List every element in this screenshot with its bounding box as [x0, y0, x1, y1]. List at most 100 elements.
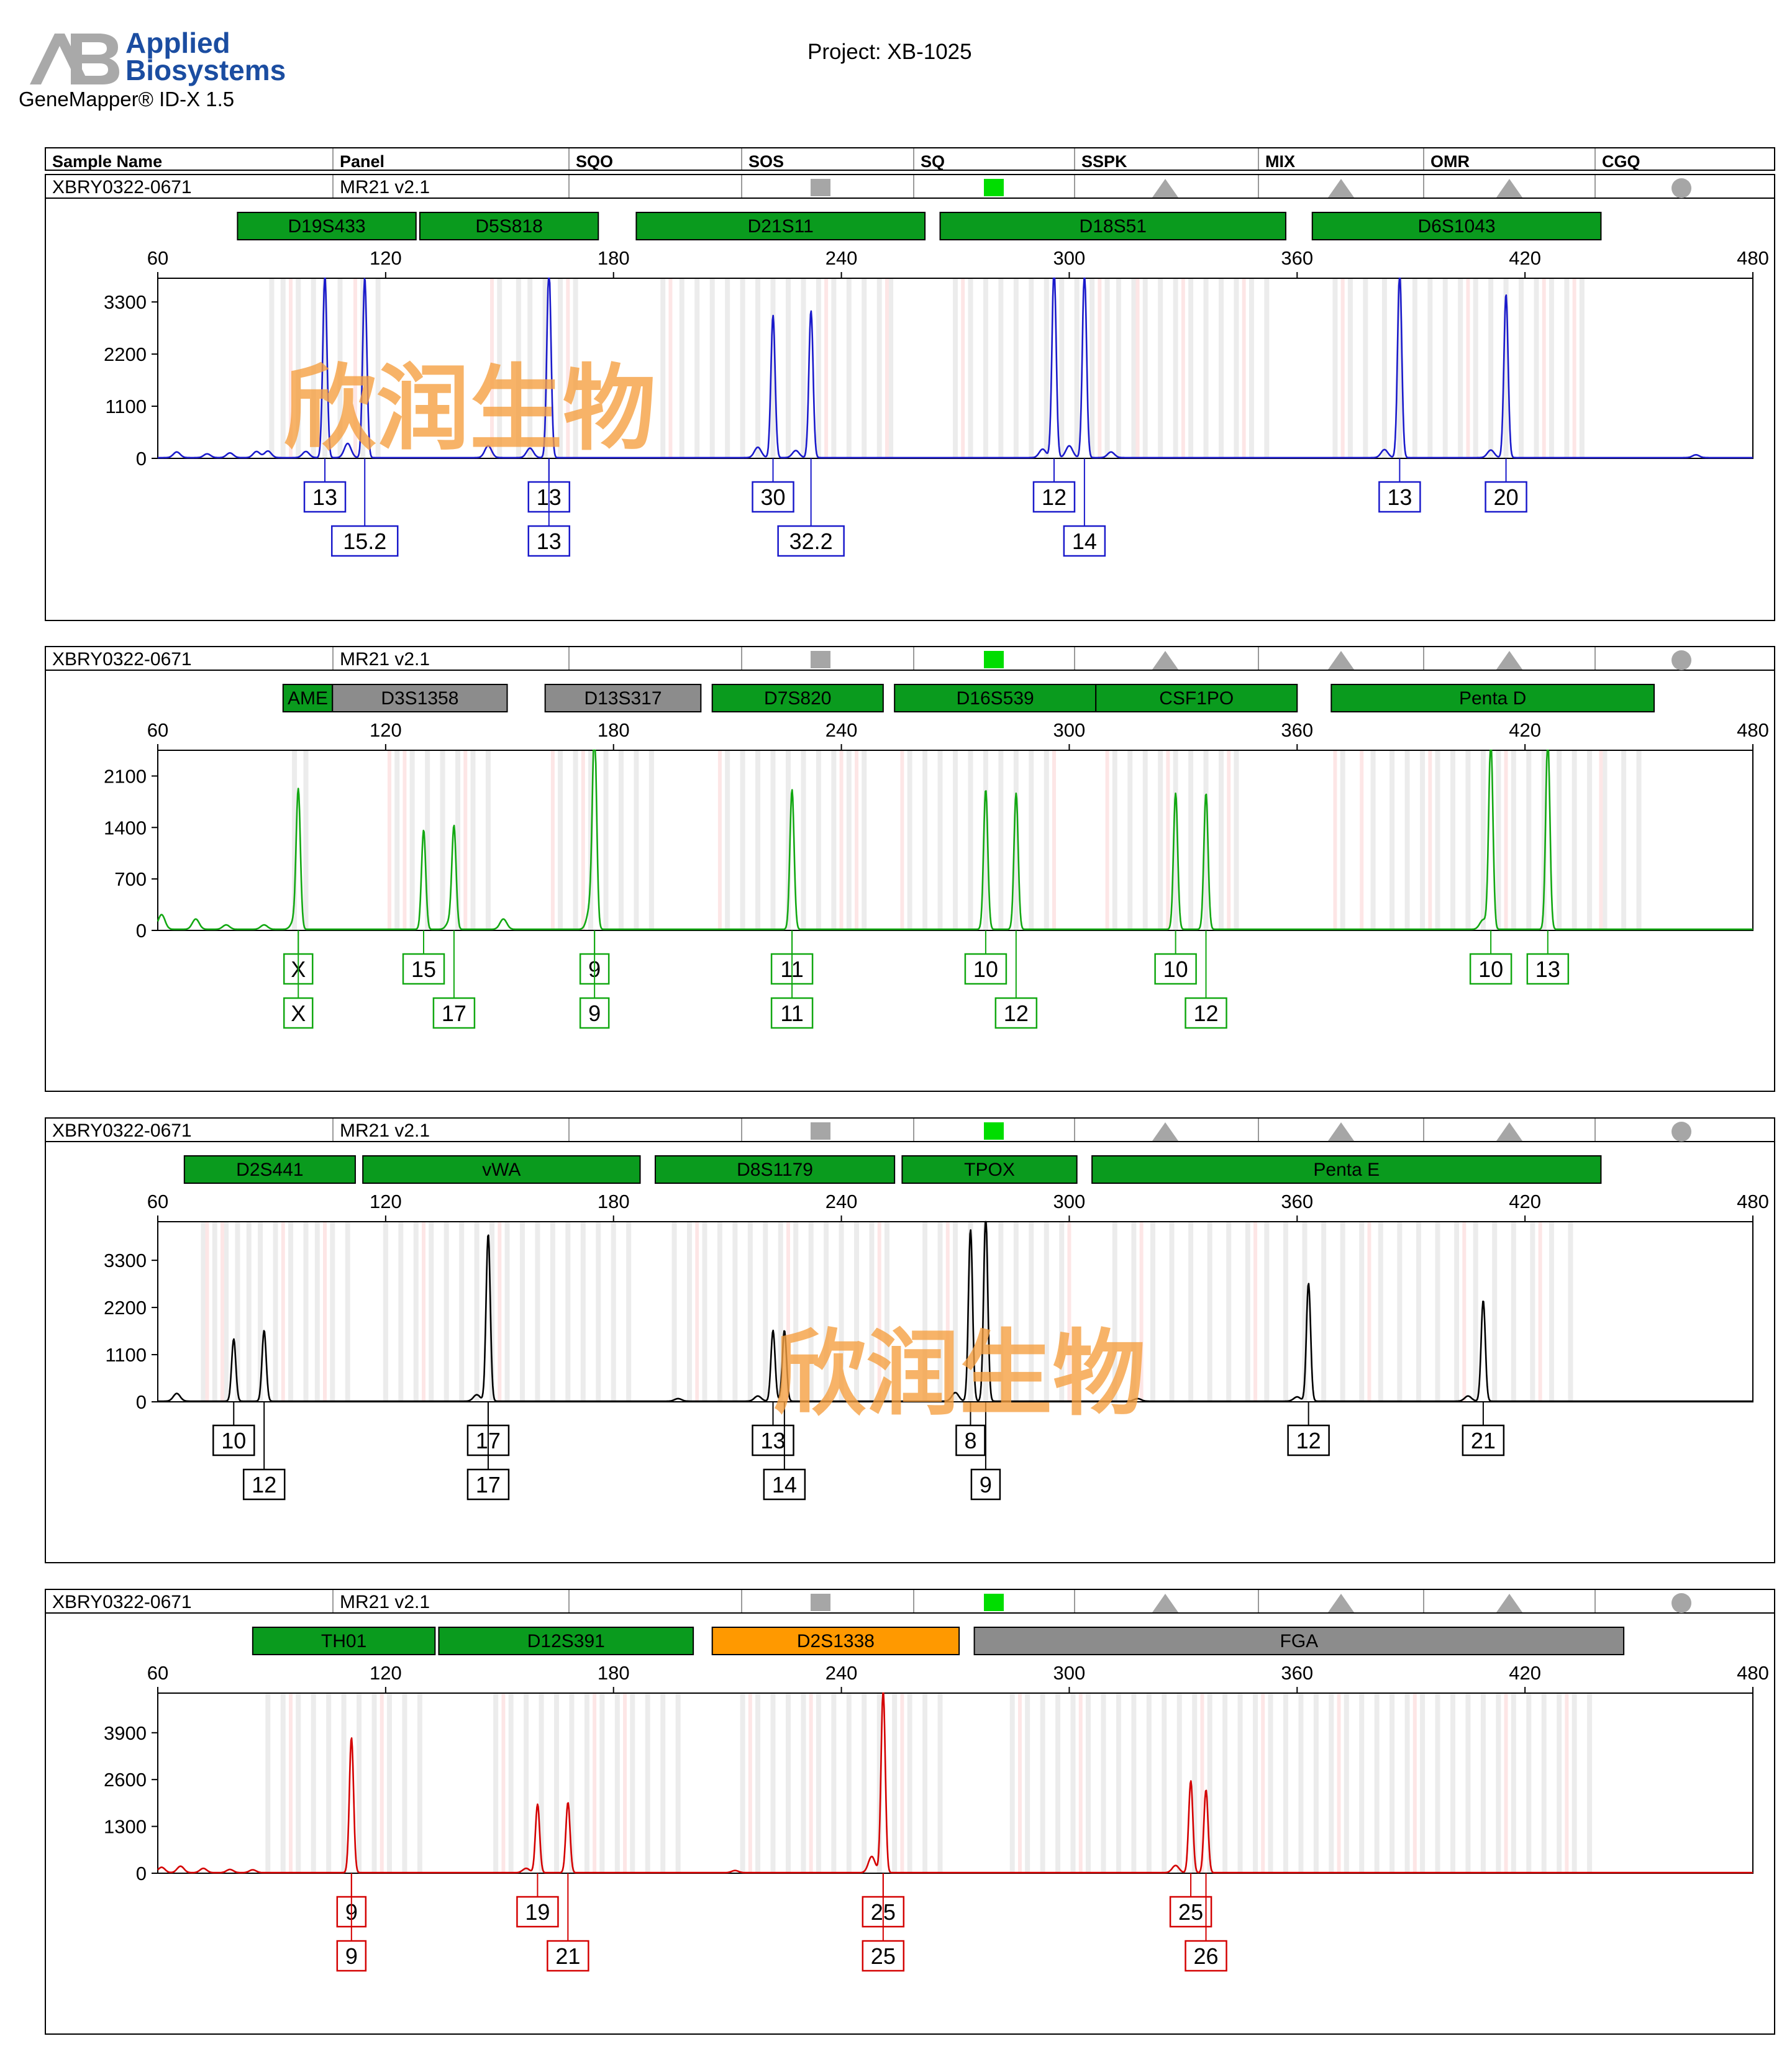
allele-label: 12 [1296, 1428, 1321, 1453]
allele-bin [831, 750, 837, 930]
panel-name: MR21 v2.1 [332, 647, 568, 670]
allele-bin [1557, 1693, 1562, 1873]
gray-octagon-icon [1671, 178, 1691, 198]
allele-call: 13 [527, 458, 571, 557]
allele-bin-pink [581, 750, 585, 930]
column-cgq: CGQ [1594, 148, 1774, 171]
allele-bin [1029, 278, 1034, 458]
allele-call: 10 [212, 1402, 255, 1456]
allele-bin [357, 1693, 362, 1873]
allele-bin [413, 1222, 419, 1402]
allele-bin [1150, 1222, 1155, 1402]
allele-bin [808, 1222, 814, 1402]
allele-bin-pink [1412, 1693, 1417, 1873]
marker-bar-rect [1311, 212, 1602, 240]
sample-name: XBRY0322-0671 [52, 649, 192, 670]
allele-bin-pink [900, 1693, 904, 1873]
allele-label: 17 [476, 1472, 501, 1497]
allele-bin [671, 1222, 677, 1402]
watermark: 欣润生物 [283, 357, 656, 461]
allele-bin [869, 1222, 875, 1402]
allele-bin-pink [945, 1222, 950, 1402]
x-tick-label: 180 [598, 1662, 630, 1684]
allele-label: 10 [1163, 956, 1188, 982]
x-tick-label: 180 [598, 719, 630, 741]
allele-bin [675, 1693, 681, 1873]
marker-bar: D2S441 [183, 1155, 356, 1184]
allele-call: X [283, 930, 314, 1029]
allele-bin [603, 750, 609, 930]
allele-call: 19 [516, 1873, 559, 1928]
x-tick-label: 240 [826, 1662, 858, 1684]
allele-label: 21 [555, 1943, 580, 1969]
green-square-icon [984, 651, 1004, 668]
allele-label: 9 [588, 1001, 601, 1026]
allele-bin [1473, 1222, 1478, 1402]
allele-bin [907, 750, 912, 930]
allele-bin [1549, 278, 1554, 458]
allele-bin [1264, 1222, 1270, 1402]
allele-bin [1344, 1693, 1349, 1873]
allele-bin [747, 1222, 753, 1402]
allele-bin [816, 750, 821, 930]
allele-bin [1283, 1222, 1288, 1402]
allele-bin [1086, 1693, 1091, 1873]
trace-line [157, 749, 1753, 930]
allele-bin [862, 1693, 867, 1873]
marker-name: Penta D [1459, 688, 1526, 709]
allele-bin-pink [1504, 1693, 1508, 1873]
allele-bin [1131, 278, 1137, 458]
allele-bin [785, 278, 791, 458]
allele-box [242, 1468, 286, 1501]
gray-octagon-icon [1671, 1122, 1691, 1142]
allele-bin-pink [220, 1222, 224, 1402]
sample-name: XBRY0322-0671 [52, 177, 192, 198]
allele-bin [937, 750, 943, 930]
marker-bar: D13S317 [544, 684, 702, 712]
marker-name: TPOX [964, 1160, 1015, 1180]
gray-square-icon [811, 1122, 830, 1140]
allele-bin [1587, 750, 1593, 930]
allele-bin [1404, 750, 1410, 930]
allele-bin [345, 1222, 350, 1402]
sample-info-row: XBRY0322-0671 MR21 v2.1 [46, 1590, 1774, 1614]
allele-label: 10 [973, 956, 998, 982]
allele-bin [292, 750, 298, 930]
allele-call: 17 [466, 1402, 510, 1501]
allele-bin [1029, 1222, 1034, 1402]
allele-bin [862, 278, 867, 458]
allele-bin [679, 278, 685, 458]
y-tick-label: 0 [136, 1391, 147, 1413]
marker-bar-rect [544, 684, 702, 712]
allele-bin [892, 1693, 898, 1873]
x-tick-label: 360 [1281, 719, 1313, 741]
cgq-cell [1594, 1590, 1774, 1613]
allele-bin [1420, 750, 1426, 930]
allele-box [402, 953, 445, 985]
allele-bin [694, 278, 700, 458]
allele-label: 8 [964, 1428, 976, 1453]
allele-bin [953, 750, 958, 930]
allele-bin-pink [550, 750, 555, 930]
allele-call: 15 [402, 930, 445, 985]
allele-call: 15.2 [330, 458, 399, 557]
allele-bin [1389, 1693, 1395, 1873]
allele-bin-pink [403, 750, 407, 930]
allele-bin [1059, 1222, 1065, 1402]
allele-bin [1359, 1222, 1365, 1402]
allele-box [283, 997, 314, 1029]
allele-bin-pink [1017, 1693, 1022, 1873]
allele-bin-pink [501, 1693, 506, 1873]
sample-info-row: XBRY0322-0671 MR21 v2.1 [46, 1119, 1774, 1142]
allele-bin [246, 1222, 252, 1402]
allele-bin [1131, 1693, 1137, 1873]
allele-bin [1435, 750, 1440, 930]
allele-bin [485, 750, 491, 930]
allele-label: 26 [1194, 1943, 1219, 1969]
allele-bin [755, 278, 761, 458]
marker-bar: vWA [362, 1155, 641, 1184]
allele-bin-pink [1135, 278, 1140, 458]
allele-bin [1009, 1693, 1015, 1873]
allele-bin [341, 1693, 347, 1873]
electropherogram-panel-blue: XBRY0322-0671 MR21 v2.1 D19S433 D5S818 D21… [45, 174, 1775, 621]
